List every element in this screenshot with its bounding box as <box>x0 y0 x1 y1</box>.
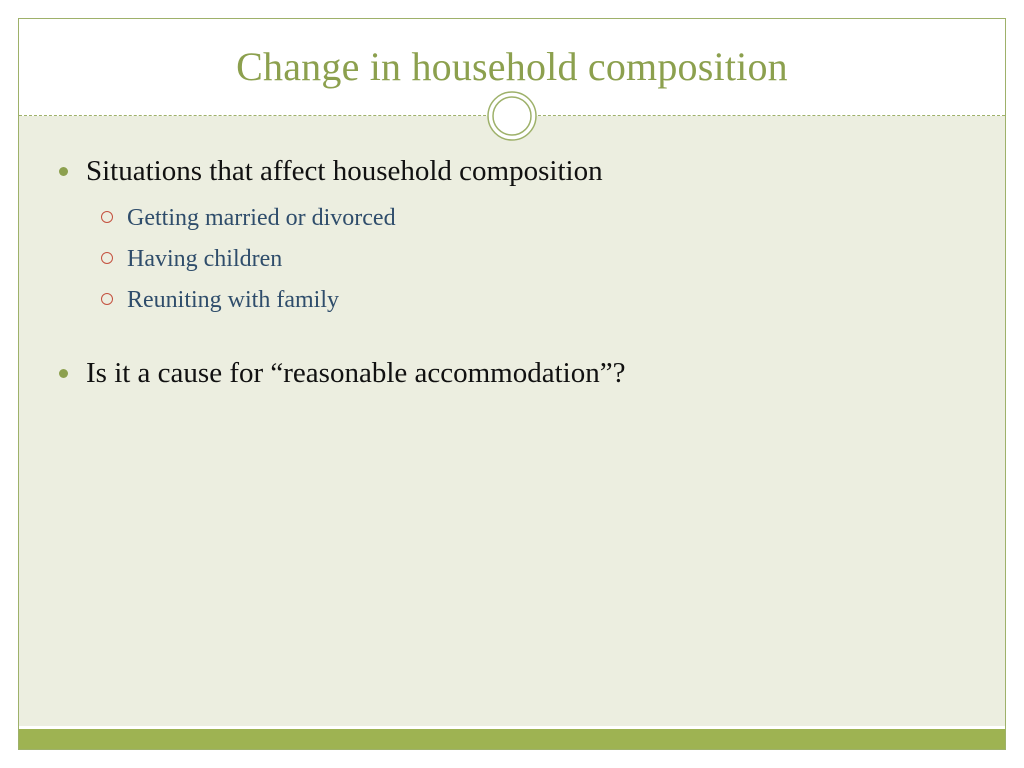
bullet-ring-icon <box>101 211 113 223</box>
bullet-text: Having children <box>127 242 282 277</box>
slide-header: Change in household composition <box>19 19 1005 116</box>
bullet-level1: Situations that affect household composi… <box>59 152 965 191</box>
slide-title: Change in household composition <box>19 43 1005 90</box>
bullet-text: Reuniting with family <box>127 283 339 318</box>
bullet-ring-icon <box>101 293 113 305</box>
bottom-accent-bar <box>19 729 1005 749</box>
slide-frame: Change in household composition Situatio… <box>18 18 1006 750</box>
bullet-text: Is it a cause for “reasonable accommodat… <box>86 354 625 393</box>
bullet-text: Situations that affect household composi… <box>86 152 603 191</box>
title-ring-ornament-icon <box>486 90 538 142</box>
bullet-level2: Reuniting with family <box>101 283 965 318</box>
bullet-text: Getting married or divorced <box>127 201 396 236</box>
bullet-ring-icon <box>101 252 113 264</box>
spacer <box>59 324 965 354</box>
slide-body: Situations that affect household composi… <box>19 116 1005 726</box>
bullet-level2: Having children <box>101 242 965 277</box>
slide: Change in household composition Situatio… <box>0 0 1024 768</box>
bullet-dot-icon <box>59 167 68 176</box>
bullet-dot-icon <box>59 369 68 378</box>
bullet-level2: Getting married or divorced <box>101 201 965 236</box>
bullet-level1: Is it a cause for “reasonable accommodat… <box>59 354 965 393</box>
